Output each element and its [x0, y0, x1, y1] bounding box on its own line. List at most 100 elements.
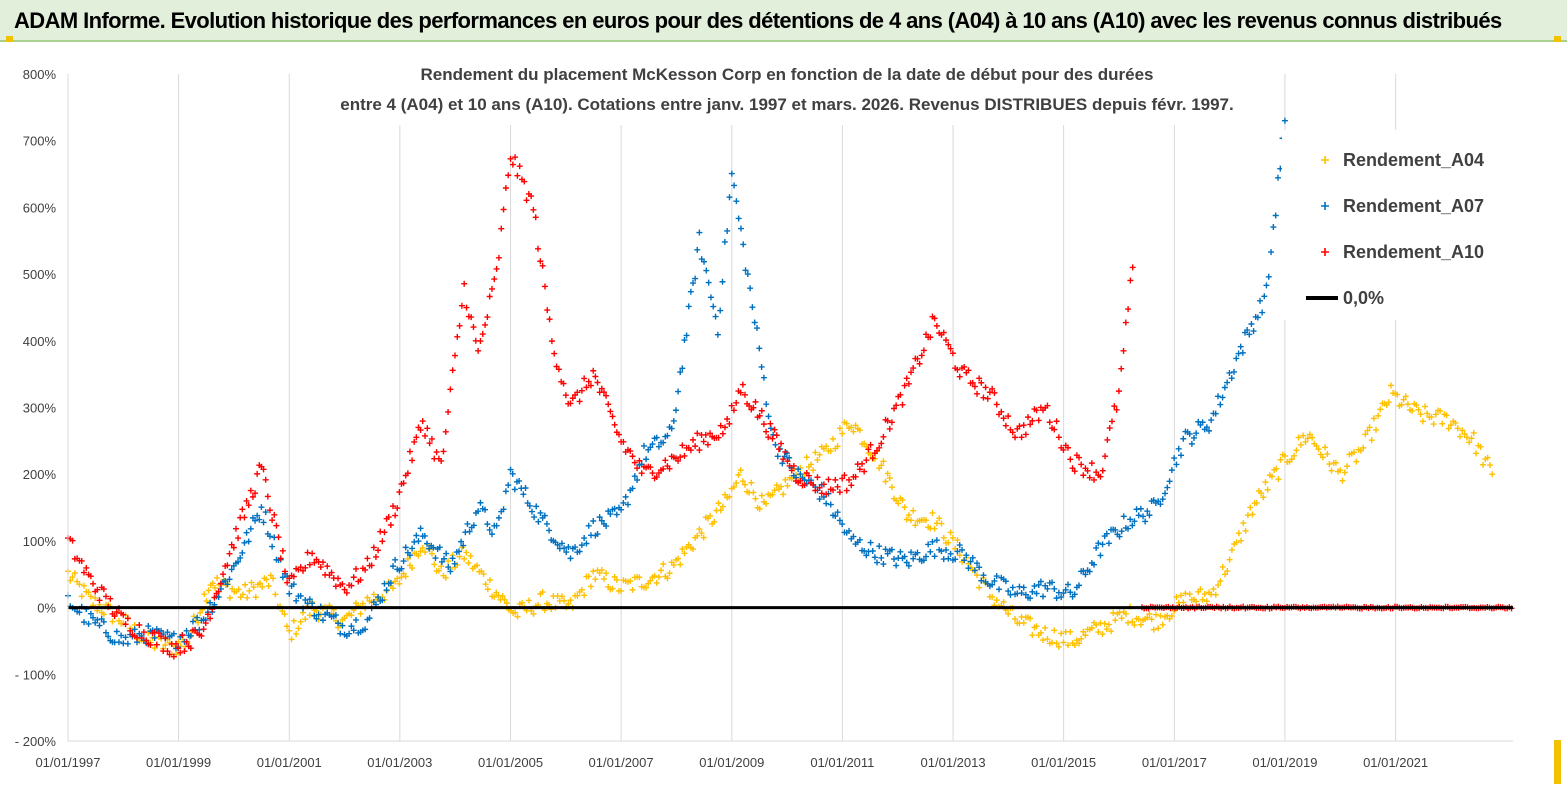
- chart-title-box: Rendement du placement McKesson Corp en …: [318, 57, 1256, 125]
- data-point: [151, 634, 158, 641]
- data-point: [662, 457, 669, 464]
- data-point: [177, 649, 184, 656]
- data-point: [943, 546, 950, 553]
- data-point: [447, 568, 454, 575]
- data-point: [1233, 539, 1240, 546]
- data-point: [1281, 452, 1288, 459]
- data-point: [724, 227, 731, 234]
- data-point: [463, 304, 470, 311]
- data-point: [717, 507, 724, 514]
- data-point: [423, 540, 430, 547]
- data-point: [613, 576, 620, 583]
- corner-handle-bottom-right[interactable]: [1554, 740, 1561, 784]
- data-point: [151, 629, 158, 636]
- data-point: [480, 570, 487, 577]
- data-point: [428, 435, 435, 442]
- data-point: [214, 574, 221, 581]
- data-point: [409, 457, 416, 464]
- data-point: [1144, 614, 1151, 621]
- data-point: [668, 425, 675, 432]
- data-point: [179, 632, 186, 639]
- data-point: [989, 385, 996, 392]
- data-point: [956, 552, 963, 559]
- data-point: [1404, 401, 1411, 408]
- data-point: [949, 350, 956, 357]
- data-point: [400, 480, 407, 487]
- data-point: [753, 325, 760, 332]
- corner-handle-top-left[interactable]: [6, 36, 13, 42]
- data-point: [1029, 632, 1036, 639]
- data-point: [694, 430, 701, 437]
- data-point: [933, 537, 940, 544]
- data-point: [1000, 415, 1007, 422]
- data-point: [456, 322, 463, 329]
- data-point: [891, 405, 898, 412]
- data-point: [565, 600, 572, 607]
- data-point: [931, 315, 938, 322]
- data-point: [1131, 622, 1138, 629]
- data-point: [758, 492, 765, 499]
- data-point: [1244, 512, 1251, 519]
- data-point: [71, 569, 78, 576]
- data-point: [1088, 460, 1095, 467]
- data-point: [752, 398, 759, 405]
- data-point: [248, 579, 255, 586]
- data-point: [357, 610, 364, 617]
- data-point: [1129, 522, 1136, 529]
- data-point: [1402, 393, 1409, 400]
- data-point: [707, 512, 714, 519]
- data-point: [910, 507, 917, 514]
- data-point: [239, 591, 246, 598]
- data-point: [839, 521, 846, 528]
- data-point: [1086, 568, 1093, 575]
- data-point: [675, 555, 682, 562]
- data-point: [1222, 571, 1229, 578]
- data-point: [638, 470, 645, 477]
- data-point: [147, 641, 154, 648]
- data-point: [861, 468, 868, 475]
- data-point: [1201, 590, 1208, 597]
- data-point: [908, 369, 915, 376]
- data-point: [1099, 467, 1106, 474]
- data-point: [912, 522, 919, 529]
- data-point: [290, 573, 297, 580]
- data-point: [945, 555, 952, 562]
- data-point: [211, 594, 218, 601]
- data-point: [969, 379, 976, 386]
- data-point: [1237, 343, 1244, 350]
- data-point: [302, 616, 309, 623]
- data-point: [696, 447, 703, 454]
- data-point: [643, 456, 650, 463]
- data-point: [406, 552, 413, 559]
- data-point: [1040, 637, 1047, 644]
- data-point: [235, 558, 242, 565]
- data-point: [878, 462, 885, 469]
- data-point: [703, 267, 710, 274]
- y-tick-label: - 100%: [15, 667, 57, 682]
- data-point: [888, 419, 895, 426]
- data-point: [897, 548, 904, 555]
- data-point: [1142, 518, 1149, 525]
- data-point: [332, 583, 339, 590]
- scatter-chart: - 200% - 100% 0% 100% 200% 300% 400% 500% 600% 70…: [15, 57, 1515, 770]
- data-point: [1065, 581, 1072, 588]
- data-point: [398, 565, 405, 572]
- data-point: [590, 367, 597, 374]
- y-tick-label: 100%: [23, 534, 57, 549]
- data-point: [775, 446, 782, 453]
- data-point: [488, 531, 495, 538]
- data-point: [1033, 590, 1040, 597]
- data-point: [1291, 452, 1298, 459]
- data-point: [733, 198, 740, 205]
- data-point: [539, 262, 546, 269]
- data-point: [343, 589, 350, 596]
- corner-handle-top-right[interactable]: [1554, 36, 1561, 42]
- data-point: [846, 527, 853, 534]
- data-point: [949, 534, 956, 541]
- data-point: [895, 500, 902, 507]
- data-point: [1009, 584, 1016, 591]
- data-point: [636, 574, 643, 581]
- data-point: [1164, 484, 1171, 491]
- data-point: [422, 549, 429, 556]
- data-point: [1332, 459, 1339, 466]
